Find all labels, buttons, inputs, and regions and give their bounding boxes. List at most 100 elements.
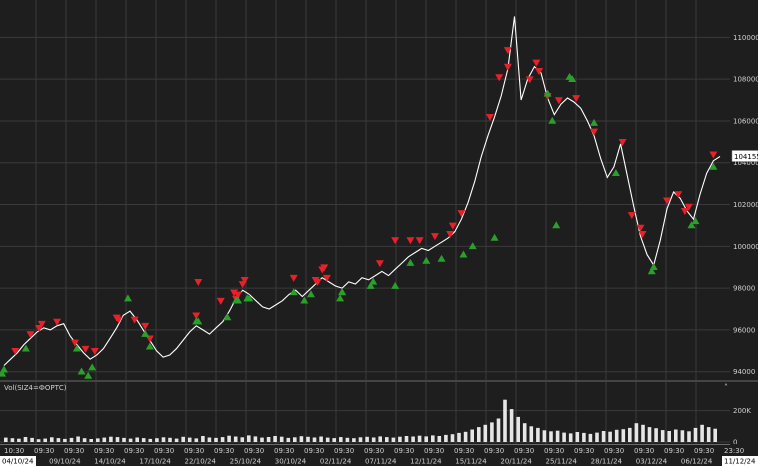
volume-bar	[148, 438, 153, 442]
sell-marker	[636, 224, 645, 232]
buy-marker	[543, 89, 552, 97]
buy-marker	[552, 221, 561, 229]
sell-marker	[216, 297, 225, 305]
volume-bar	[371, 437, 376, 442]
sell-marker	[11, 348, 20, 356]
x-time-tick-label: 09:30	[334, 447, 354, 455]
x-time-labels: 10:30 09:30 09:30 09:30 09:30 09:30 09:30 09:30…	[4, 447, 744, 455]
price-y-tick-label: 102000	[733, 201, 758, 209]
sell-marker	[114, 316, 123, 324]
volume-bar	[69, 437, 74, 442]
buy-marker	[194, 317, 203, 325]
x-time-tick-label: 09:30	[634, 447, 654, 455]
volume-bar	[660, 430, 665, 442]
sell-marker	[145, 335, 154, 343]
buy-marker	[422, 256, 431, 264]
volume-bar	[201, 436, 205, 442]
buy-markers	[0, 72, 718, 379]
x-date-tick-label: 07/11/24	[365, 458, 397, 466]
sell-markers	[11, 47, 718, 356]
volume-bar	[279, 436, 284, 442]
x-date-tick-label: 02/11/24	[320, 458, 352, 466]
volume-bar	[293, 437, 297, 442]
volume-bar	[299, 436, 304, 442]
volume-bar	[122, 437, 126, 442]
volume-bar	[634, 423, 639, 442]
sell-marker	[495, 74, 504, 82]
volume-bar	[63, 438, 67, 442]
last-price-label: 104155	[734, 153, 758, 161]
volume-bar	[266, 437, 271, 442]
sell-marker	[375, 260, 384, 268]
price-panel[interactable]: 94000 96000 98000 100000 102000 104000 106000 1…	[0, 0, 758, 380]
buy-marker	[437, 254, 446, 262]
volume-bar	[233, 436, 238, 442]
volume-bar	[56, 438, 61, 442]
buy-marker	[391, 281, 400, 289]
volume-bar	[483, 424, 488, 442]
price-plot-area	[0, 0, 730, 380]
volume-bar	[76, 436, 80, 442]
sell-marker	[554, 97, 563, 105]
x-date-tick-label: 22/10/24	[185, 458, 217, 466]
x-time-tick-label: 09:30	[694, 447, 714, 455]
x-date-tick-label: 20/11/24	[500, 458, 532, 466]
volume-panel[interactable]: 0 200K Vol(SIZ4=ФОРТС) ˄	[0, 382, 751, 447]
sell-marker	[680, 207, 689, 215]
x-time-tick-label: 09:30	[574, 447, 594, 455]
volume-bar	[542, 430, 547, 443]
buy-marker	[84, 371, 93, 379]
volume-bar	[352, 438, 356, 442]
volume-bar	[220, 437, 225, 442]
x-date-tick-label: 28/11/24	[591, 458, 623, 466]
x-date-labels: 04/10/24 09/10/24 14/10/24 17/10/24 22/10/24…	[0, 456, 758, 466]
volume-bar	[516, 416, 520, 442]
volume-bar	[365, 436, 369, 442]
x-time-tick-label: 09:30	[484, 447, 504, 455]
x-time-tick-label: 09:30	[214, 447, 234, 455]
volume-bar	[687, 431, 691, 442]
volume-bar	[549, 431, 553, 442]
price-grid	[0, 0, 730, 380]
volume-bar	[568, 433, 573, 442]
buy-marker	[590, 118, 599, 126]
volume-bar	[23, 437, 28, 442]
volume-bar	[312, 437, 317, 442]
volume-bar	[214, 437, 218, 442]
volume-bar	[17, 438, 21, 442]
x-time-tick-label: 09:30	[664, 447, 684, 455]
buy-marker	[568, 74, 577, 82]
volume-bar	[319, 436, 323, 442]
volume-bar	[575, 432, 580, 442]
sell-marker	[503, 47, 512, 55]
x-date-tick-label: 14/10/24	[94, 458, 126, 466]
sell-marker	[638, 230, 647, 238]
volume-bar	[667, 431, 671, 442]
x-time-tick-label: 09:30	[604, 447, 624, 455]
volume-bar	[273, 436, 277, 442]
collapse-panel-icon[interactable]: ˄	[724, 383, 728, 392]
volume-bar	[161, 437, 166, 442]
sell-marker	[26, 331, 35, 339]
volume-bar	[128, 438, 133, 442]
buy-marker	[369, 277, 378, 285]
volume-bar	[286, 437, 291, 442]
volume-bar	[654, 428, 658, 442]
sell-marker	[674, 191, 683, 199]
volume-bar	[115, 437, 120, 442]
volume-bar	[187, 437, 192, 442]
buy-marker	[88, 363, 97, 371]
time-axis-background	[0, 444, 758, 466]
volume-bar	[102, 437, 107, 442]
sell-marker	[525, 76, 534, 84]
buy-marker	[687, 221, 696, 229]
buy-marker	[0, 365, 8, 373]
volume-bar	[358, 437, 363, 442]
sell-marker	[503, 63, 512, 71]
price-y-tick-label: 104000	[733, 159, 758, 167]
sell-marker	[234, 291, 243, 299]
price-y-tick-label: 100000	[733, 243, 758, 251]
volume-bar	[339, 437, 343, 442]
buy-marker	[336, 294, 345, 302]
volume-bar	[50, 437, 54, 442]
